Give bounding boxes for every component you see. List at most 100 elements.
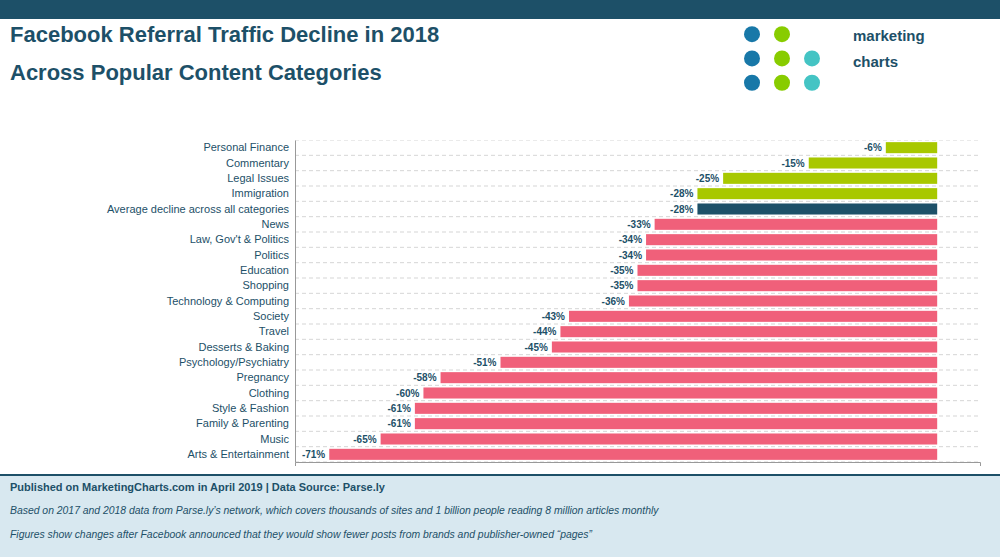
data-label: -35% <box>610 280 633 291</box>
y-tick-label: Style & Fashion <box>212 402 289 414</box>
logo-dot <box>774 26 790 42</box>
data-label: -65% <box>353 434 376 445</box>
data-label: -35% <box>610 265 633 276</box>
y-tick: Legal Issues <box>227 172 289 184</box>
data-label: -33% <box>627 219 650 230</box>
data-label: -61% <box>388 418 411 429</box>
y-tick-label: Politics <box>254 249 289 261</box>
data-label: -28% <box>670 188 693 199</box>
row-separator <box>295 446 980 447</box>
y-tick: Education <box>240 264 289 276</box>
data-label: -43% <box>542 311 565 322</box>
footer-text: Based on 2017 and 2018 data from Parse.l… <box>10 505 659 516</box>
bar <box>646 249 937 260</box>
bar <box>501 357 938 368</box>
y-tick-label: Society <box>253 310 290 322</box>
bar <box>655 219 938 230</box>
data-labels: -6%-15%-25%-28%-28%-33%-34%-34%-35%-35%-… <box>302 142 882 460</box>
data-label: -61% <box>388 403 411 414</box>
y-tick-label: Travel <box>259 325 289 337</box>
bar <box>697 203 937 214</box>
data-label: -45% <box>525 342 548 353</box>
x-axis <box>296 463 981 467</box>
data-label: -51% <box>473 357 496 368</box>
y-tick: Technology & Computing <box>167 295 289 307</box>
chart: Facebook Referral Traffic Decline in 201… <box>0 0 1000 557</box>
bar <box>329 449 937 460</box>
row-separator <box>295 247 980 248</box>
y-tick-label: Technology & Computing <box>167 295 289 307</box>
data-label: -34% <box>619 234 642 245</box>
data-label: -28% <box>670 204 693 215</box>
bar <box>415 403 937 414</box>
bar <box>560 326 937 337</box>
y-tick: Commentary <box>226 157 289 169</box>
subtitle: Across Popular Content Categories <box>10 60 382 85</box>
bar <box>697 188 937 199</box>
y-tick-label: Immigration <box>232 187 289 199</box>
y-tick-label: News <box>261 218 289 230</box>
y-tick: Desserts & Baking <box>199 341 289 353</box>
bar <box>886 142 937 153</box>
y-axis-line <box>295 141 296 463</box>
row-separator <box>295 324 980 325</box>
row-separator <box>295 201 980 202</box>
y-tick: Personal Finance <box>203 141 289 153</box>
data-label: -44% <box>533 326 556 337</box>
bars <box>329 142 937 460</box>
y-tick: Pregnancy <box>236 371 289 383</box>
bar <box>638 280 938 291</box>
y-tick-label: Law, Gov't & Politics <box>190 233 290 245</box>
logo-dot <box>804 75 820 91</box>
row-separator <box>295 385 980 386</box>
y-tick-label: Clothing <box>249 387 289 399</box>
data-label: -71% <box>302 449 325 460</box>
y-tick: News <box>261 218 289 230</box>
plot: -6%-15%-25%-28%-28%-33%-34%-34%-35%-35%-… <box>107 140 981 466</box>
y-tick-label: Music <box>260 433 289 445</box>
y-tick: Law, Gov't & Politics <box>190 233 290 245</box>
y-tick: Travel <box>259 325 289 337</box>
bar <box>629 295 937 306</box>
footer-text: Figures show changes after Facebook anno… <box>10 529 593 540</box>
data-label: -15% <box>781 158 804 169</box>
row-separator <box>295 431 980 432</box>
logo-text: marketing <box>853 27 925 44</box>
y-tick-label: Average decline across all categories <box>107 203 290 215</box>
row-separator <box>295 155 980 156</box>
row-separator <box>295 216 980 217</box>
row-separator <box>295 400 980 401</box>
y-tick: Psychology/Psychiatry <box>179 356 290 368</box>
row-separator <box>295 278 980 279</box>
y-tick: Politics <box>254 249 289 261</box>
y-tick-label: Commentary <box>226 157 289 169</box>
row-separator <box>295 293 980 294</box>
title: Facebook Referral Traffic Decline in 201… <box>10 22 439 47</box>
y-tick: Family & Parenting <box>196 417 289 429</box>
row-separator <box>295 462 980 463</box>
y-tick: Average decline across all categories <box>107 203 290 215</box>
header-bar <box>0 0 1000 19</box>
y-tick-label: Pregnancy <box>236 371 289 383</box>
row-separator <box>295 354 980 355</box>
grid <box>295 140 980 462</box>
row-separator <box>295 170 980 171</box>
logo-text: charts <box>853 53 898 70</box>
bar <box>569 311 937 322</box>
y-tick: Shopping <box>243 279 290 291</box>
logo-dot <box>774 75 790 91</box>
footer <box>0 475 1000 557</box>
logo-dot <box>804 50 820 66</box>
y-tick: Clothing <box>249 387 289 399</box>
footer-border <box>0 474 1000 476</box>
row-separator <box>295 370 980 371</box>
row-separator <box>295 308 980 309</box>
data-label: -6% <box>864 142 882 153</box>
bar <box>723 173 937 184</box>
logo-dot <box>774 50 790 66</box>
x-axis-line <box>296 463 981 467</box>
data-label: -60% <box>396 388 419 399</box>
bar <box>809 157 937 168</box>
row-separator <box>295 140 980 141</box>
y-axis: Personal Finance Commentary Legal Issues Im… <box>107 141 296 463</box>
